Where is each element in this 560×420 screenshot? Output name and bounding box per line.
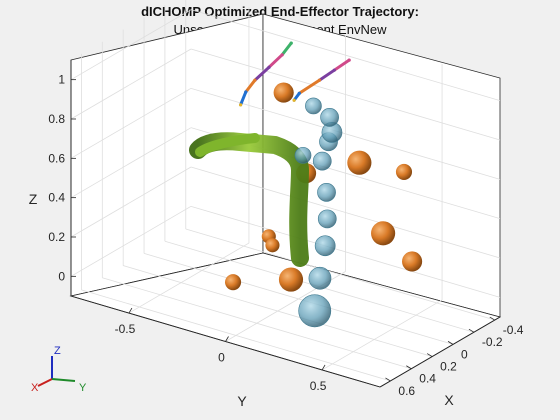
axes-triad: Z X Y — [31, 345, 87, 394]
x-tick-label: 0.4 — [419, 372, 436, 386]
x-tick-label: 0 — [461, 347, 468, 361]
robot-sphere — [305, 97, 322, 115]
x-tick — [426, 353, 433, 357]
x-tick-label: -0.2 — [482, 335, 503, 349]
ticks: 0 0.2 0.4 0.6 0.8 1 -0.5 0 0.5 -0.4-0.2 0 0.2 0.4 0.6 — [48, 73, 523, 398]
z-tick-label: 0 — [58, 269, 65, 283]
x-tick-label: 0.2 — [440, 360, 457, 374]
x-tick — [385, 377, 391, 382]
obstacles — [224, 82, 423, 292]
trajectory-point — [332, 68, 336, 72]
z-tick-label: 0.6 — [48, 151, 65, 165]
trajectory-segment — [317, 68, 336, 82]
y-tick — [225, 336, 229, 342]
trajectory-segment — [267, 53, 284, 69]
robot-sphere — [317, 209, 337, 229]
x-tick — [447, 341, 454, 345]
trajectory-segment — [280, 41, 293, 57]
x-axis-label: X — [444, 392, 454, 408]
axes-box — [69, 0, 502, 388]
trajectory-segment — [244, 78, 257, 94]
robot-sphere — [298, 294, 332, 328]
trajectory-point — [239, 103, 243, 107]
grid-line-z — [70, 205, 192, 277]
x-tick-label: 0.6 — [398, 384, 415, 398]
trajectory-point — [289, 41, 293, 45]
z-tick-label: 0.2 — [48, 230, 65, 244]
obstacle-sphere — [224, 274, 242, 291]
trajectory-point — [253, 78, 257, 82]
trajectory-point — [317, 78, 322, 82]
grid-line-z — [70, 48, 192, 120]
grid-line-x — [123, 265, 433, 357]
trajectory-segment — [239, 90, 248, 107]
z-tick-label: 0.4 — [48, 191, 65, 205]
z-axis-label: Z — [29, 191, 38, 207]
grid-line-z — [70, 9, 192, 81]
robot-sphere — [320, 108, 339, 127]
x-tick — [489, 316, 495, 321]
y-tick-label: 0 — [218, 351, 225, 365]
grid-line-y — [321, 299, 443, 371]
grid-line-x — [143, 253, 454, 345]
y-tick-label: 0.5 — [310, 379, 327, 393]
trajectory-point — [347, 58, 351, 62]
obstacle-sphere — [402, 251, 423, 272]
robot-sphere — [294, 146, 312, 164]
grid-line-x — [102, 277, 412, 370]
x-tick — [406, 365, 412, 370]
triad-x-label: X — [31, 382, 39, 394]
trajectory-point — [297, 91, 301, 95]
y-axis-label: Y — [237, 393, 247, 409]
obstacle-sphere — [273, 82, 294, 103]
robot-sphere — [317, 183, 336, 202]
obstacle-sphere — [371, 221, 396, 246]
grid-line-y — [128, 242, 250, 314]
y-tick-label: -0.5 — [115, 322, 136, 336]
grid-line-z — [70, 127, 192, 199]
obstacle-sphere — [347, 150, 372, 175]
trajectory-point — [280, 53, 284, 57]
z-tick-label: 1 — [58, 73, 65, 87]
trajectory-segment — [297, 78, 321, 95]
y-tick — [321, 364, 326, 371]
grid-line-z — [70, 87, 192, 159]
grid-line-x — [185, 228, 495, 321]
z-tick-label: 0.8 — [48, 112, 65, 126]
x-tick-label: -0.4 — [503, 323, 524, 337]
obstacle-sphere — [265, 238, 280, 253]
robot-sphere — [314, 235, 336, 257]
trajectory-point — [267, 65, 271, 69]
y-tick — [128, 307, 133, 314]
trajectory-segment — [332, 58, 351, 72]
obstacle-sphere — [278, 267, 304, 292]
triad-y-label: Y — [79, 382, 87, 394]
trajectory-point — [244, 90, 248, 94]
grid-line-x — [81, 289, 391, 382]
trajectory-segment — [253, 65, 271, 82]
obstacle-sphere — [395, 163, 413, 180]
robot-collision-spheres — [294, 97, 343, 328]
trajectory-point — [292, 98, 296, 102]
robot-sphere — [308, 266, 332, 290]
x-tick — [468, 328, 475, 333]
triad-z-label: Z — [54, 345, 61, 357]
grid-line-z — [70, 166, 192, 238]
trajectories — [239, 41, 351, 107]
robot-arm — [189, 132, 310, 267]
robot-sphere — [312, 151, 332, 171]
